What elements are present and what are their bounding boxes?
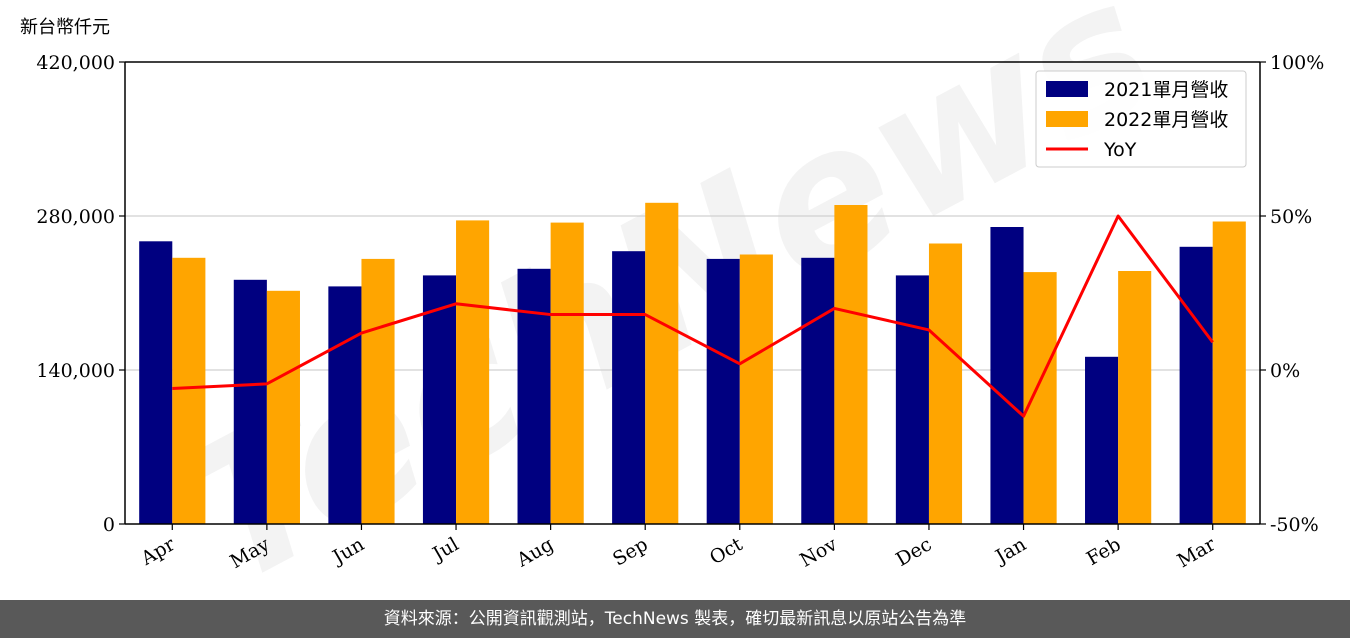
source-footer: 資料來源：公開資訊觀測站，TechNews 製表，確切最新訊息以原站公告為準 — [0, 600, 1350, 638]
y2-tick-label: -50% — [1270, 514, 1319, 536]
legend-label: 2021單月營收 — [1104, 79, 1228, 101]
x-tick-label: Mar — [1174, 533, 1220, 572]
bar-2021-nov — [801, 257, 835, 524]
grid-lines — [125, 215, 1260, 371]
x-tick-label: Jul — [427, 533, 462, 566]
bar-2021-jul — [422, 275, 457, 524]
legend: 2021單月營收 2022單月營收 YoY — [1035, 70, 1247, 168]
y-tick-label: 280,000 — [36, 206, 115, 228]
x-tick-label: Oct — [706, 533, 747, 569]
bar-2022-may — [266, 290, 300, 524]
x-tick-label: Nov — [796, 533, 841, 572]
bar-2022-apr — [172, 257, 206, 524]
legend-swatch — [1046, 81, 1088, 97]
revenue-chart: TechNews 0140,000280,000420,000-50%0%50%… — [20, 0, 1324, 628]
bar-2021-jan — [990, 227, 1024, 524]
y2-tick-label: 100% — [1270, 52, 1324, 74]
x-tick-label: Dec — [892, 533, 935, 571]
bar-2021-sep — [612, 251, 646, 524]
bar-2022-sep — [645, 202, 679, 525]
legend-box — [1035, 70, 1247, 168]
legend-label: YoY — [1103, 139, 1137, 161]
bar-2021-apr — [139, 241, 173, 525]
bar-2021-may — [233, 279, 267, 524]
bar-2022-jul — [456, 220, 490, 524]
y-tick-label: 420,000 — [36, 52, 115, 74]
bar-2021-feb — [1085, 356, 1119, 524]
x-tick-label: Sep — [609, 533, 652, 570]
bar-2022-jan — [1023, 272, 1057, 524]
y2-tick-label: 0% — [1270, 360, 1300, 382]
bar-2022-dec — [928, 243, 963, 524]
footer-text: 資料來源：公開資訊觀測站，TechNews 製表，確切最新訊息以原站公告為準 — [383, 609, 967, 629]
legend-swatch — [1046, 111, 1088, 127]
x-tick-label: Aug — [512, 533, 557, 572]
y-tick-label: 140,000 — [36, 360, 115, 382]
x-tick-label: Feb — [1083, 533, 1125, 570]
y2-tick-label: 50% — [1270, 206, 1312, 228]
bar-2022-oct — [739, 254, 773, 524]
yoy-line — [172, 214, 1214, 418]
bar-2022-jun — [361, 258, 395, 524]
bar-2022-feb — [1118, 271, 1152, 524]
bar-2021-dec — [895, 275, 929, 524]
bar-2021-oct — [706, 258, 740, 524]
yoy-line-group — [172, 214, 1214, 418]
x-tick-label: Apr — [137, 533, 180, 570]
bar-2022-aug — [550, 222, 584, 524]
y-tick-label: 0 — [103, 514, 115, 536]
bar-2022-mar — [1212, 221, 1246, 524]
bar-group — [139, 202, 1246, 525]
bar-2022-nov — [834, 205, 868, 524]
bar-2021-mar — [1179, 246, 1213, 525]
legend-label: 2022單月營收 — [1104, 109, 1228, 131]
bar-2021-aug — [517, 268, 551, 524]
y-axis-label: 新台幣仟元 — [20, 17, 110, 38]
x-tick-label: Jan — [990, 533, 1030, 569]
bar-2021-jun — [328, 286, 362, 524]
